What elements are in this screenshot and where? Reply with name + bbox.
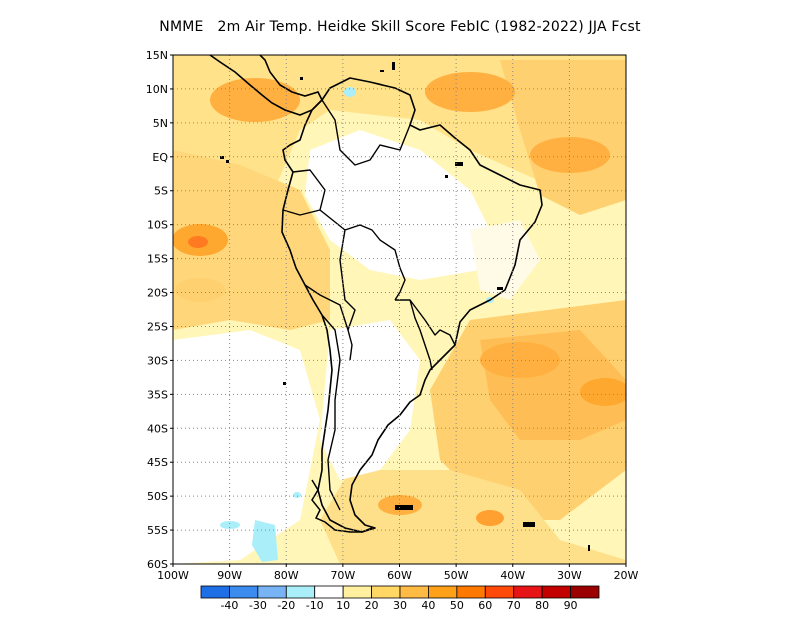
hotspot-tropical-pacific (175, 278, 225, 302)
colorbar-swatch (484, 585, 515, 599)
islands (220, 62, 590, 551)
colorbar-label: 30 (393, 599, 407, 612)
low-skill-northeast-brazil (470, 220, 540, 300)
lat-label: 25S (147, 320, 168, 333)
hotspot-equatorial-atlantic (530, 137, 610, 173)
colorbar-label: 60 (478, 599, 492, 612)
lat-label: 15N (146, 49, 168, 62)
lat-label: EQ (152, 151, 168, 164)
low-skill-southeast-pacific (173, 330, 320, 564)
colorbar-swatch (229, 585, 259, 599)
tierra-del-fuego (311, 479, 373, 533)
lat-label: 40S (147, 422, 168, 435)
colorbar-label: -30 (249, 599, 267, 612)
country-borders (282, 99, 456, 511)
lat-label: 10S (147, 219, 168, 232)
negative-skill-patch-2 (220, 521, 240, 529)
lon-label: 20W (614, 569, 639, 582)
colorbar-label: 80 (535, 599, 549, 612)
colorbar-label: 40 (421, 599, 435, 612)
colorbar-label: -10 (306, 599, 324, 612)
hotspot-south-atlantic-2 (580, 378, 626, 406)
graticule (173, 55, 626, 564)
hotspot-scotia (476, 510, 504, 526)
colorbar-label: -40 (220, 599, 238, 612)
latitude-labels: 15N 10N 5N EQ 5S 10S 15S 20S 25S 30S 35S 40S 45S 50S 5… (146, 49, 173, 571)
south-america-coastline (281, 77, 543, 533)
hotspot-south-atlantic-1 (480, 342, 560, 378)
lon-label: 60W (387, 569, 412, 582)
colorbar-swatch (541, 585, 571, 599)
colorbar-swatch (428, 585, 458, 599)
lon-label: 50W (444, 569, 469, 582)
chart-title: NMME 2m Air Temp. Heidke Skill Score Feb… (159, 19, 641, 35)
lat-label: 45S (147, 456, 168, 469)
colorbar-swatch (257, 585, 287, 599)
central-america-coastline (209, 55, 323, 116)
colorbar-label: 50 (450, 599, 464, 612)
lon-label: 80W (274, 569, 299, 582)
shade-southern-ocean (320, 470, 626, 564)
negative-skill-patch-3 (344, 87, 356, 97)
negative-skill-southern-pacific (252, 520, 278, 562)
colorbar-swatch (371, 585, 401, 599)
lon-label: 90W (217, 569, 242, 582)
colorbar-swatch (399, 585, 429, 599)
colorbar-label: 20 (365, 599, 379, 612)
colorbar-swatch (200, 585, 230, 599)
colorbar-label: 90 (564, 599, 578, 612)
colorbar (200, 585, 600, 599)
lat-label: 5S (154, 185, 168, 198)
lat-label: 35S (147, 388, 168, 401)
colorbar-swatch (456, 585, 486, 599)
colorbar-labels: -40 -30 -20 -10 10 20 30 40 50 60 70 80 90 (220, 599, 577, 612)
lat-label: 60S (147, 558, 168, 571)
colorbar-label: -20 (277, 599, 295, 612)
lon-label: 100W (157, 569, 189, 582)
colorbar-swatch (570, 585, 600, 599)
hotspot-peru-core (188, 236, 208, 248)
lat-label: 5N (153, 117, 168, 130)
longitude-labels: 100W 90W 80W 70W 60W 50W 40W 30W 20W (157, 564, 639, 582)
colorbar-swatch (285, 585, 316, 599)
lat-label: 30S (147, 354, 168, 367)
lat-label: 55S (147, 524, 168, 537)
lon-label: 70W (330, 569, 355, 582)
lat-label: 10N (146, 83, 168, 96)
lat-label: 20S (147, 287, 168, 300)
colorbar-swatch (513, 585, 543, 599)
colorbar-swatch (314, 585, 344, 599)
hotspot-caribbean (425, 72, 515, 112)
colorbar-swatch (342, 585, 372, 599)
lon-label: 30W (557, 569, 582, 582)
colorbar-label: 10 (336, 599, 350, 612)
lon-label: 40W (500, 569, 525, 582)
low-skill-amazon (305, 130, 490, 280)
negative-skill-patch-5 (293, 492, 301, 498)
colorbar-label: 70 (507, 599, 521, 612)
lat-label: 15S (147, 253, 168, 266)
lat-label: 50S (147, 490, 168, 503)
